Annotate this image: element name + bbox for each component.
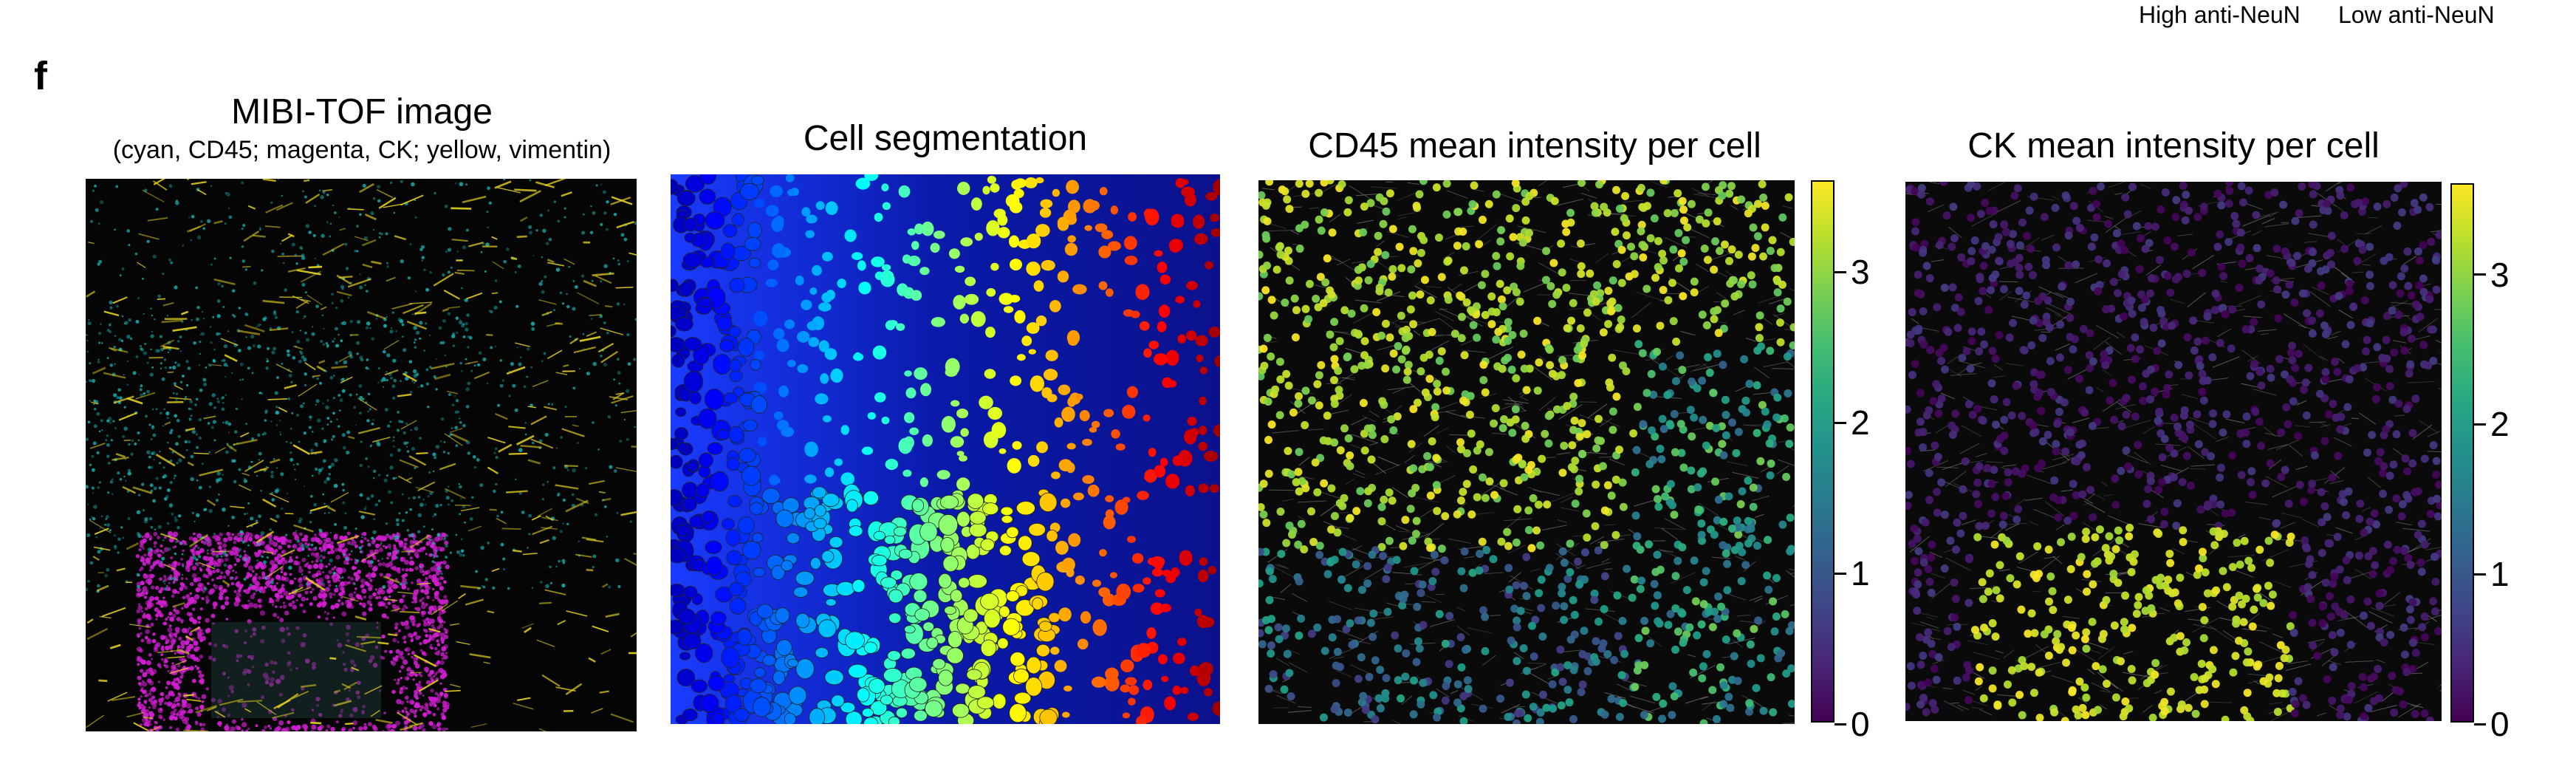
cd45-panel-title: CD45 mean intensity per cell bbox=[1308, 126, 1761, 165]
ck-colorbar: 3 2 1 0 bbox=[2450, 183, 2510, 741]
mibi-tof-image bbox=[86, 179, 637, 731]
colorbar-tick-label: 3 bbox=[2490, 255, 2510, 294]
mibi-panel-title: MIBI-TOF image bbox=[231, 92, 493, 132]
colorbar-tick bbox=[2474, 273, 2486, 276]
cd45-colorbar: 3 2 1 0 bbox=[1811, 180, 1870, 741]
colorbar-tick-label: 2 bbox=[2490, 405, 2510, 444]
segmentation-panel-title: Cell segmentation bbox=[803, 119, 1088, 158]
ck-panel-title: CK mean intensity per cell bbox=[1967, 126, 2380, 165]
colorbar-tick-label: 1 bbox=[1851, 554, 1870, 593]
colorbar-tick bbox=[1835, 421, 1846, 424]
colorbar-tick bbox=[2474, 573, 2486, 576]
legend-high-label: High anti-NeuN bbox=[2139, 1, 2301, 28]
colorbar-tick-label: 1 bbox=[2490, 555, 2510, 594]
cell-segmentation-image bbox=[671, 174, 1220, 724]
colorbar-tick bbox=[1835, 723, 1846, 726]
colorbar-tick bbox=[1835, 270, 1846, 273]
legend-low-label: Low anti-NeuN bbox=[2338, 1, 2495, 28]
ck-intensity-image bbox=[1905, 182, 2442, 721]
colorbar-tick bbox=[1835, 572, 1846, 575]
colorbar-tick bbox=[2474, 423, 2486, 426]
panel-letter: f bbox=[34, 54, 47, 98]
colorbar-tick bbox=[2474, 723, 2486, 726]
colorbar-tick-label: 0 bbox=[1851, 705, 1870, 743]
cd45-intensity-image bbox=[1258, 180, 1795, 724]
mibi-panel-subtitle: (cyan, CD45; magenta, CK; yellow, viment… bbox=[112, 136, 612, 164]
colorbar-tick-label: 0 bbox=[2490, 705, 2510, 743]
colorbar-tick-label: 2 bbox=[1851, 403, 1870, 443]
colorbar-tick-label: 3 bbox=[1851, 253, 1870, 292]
